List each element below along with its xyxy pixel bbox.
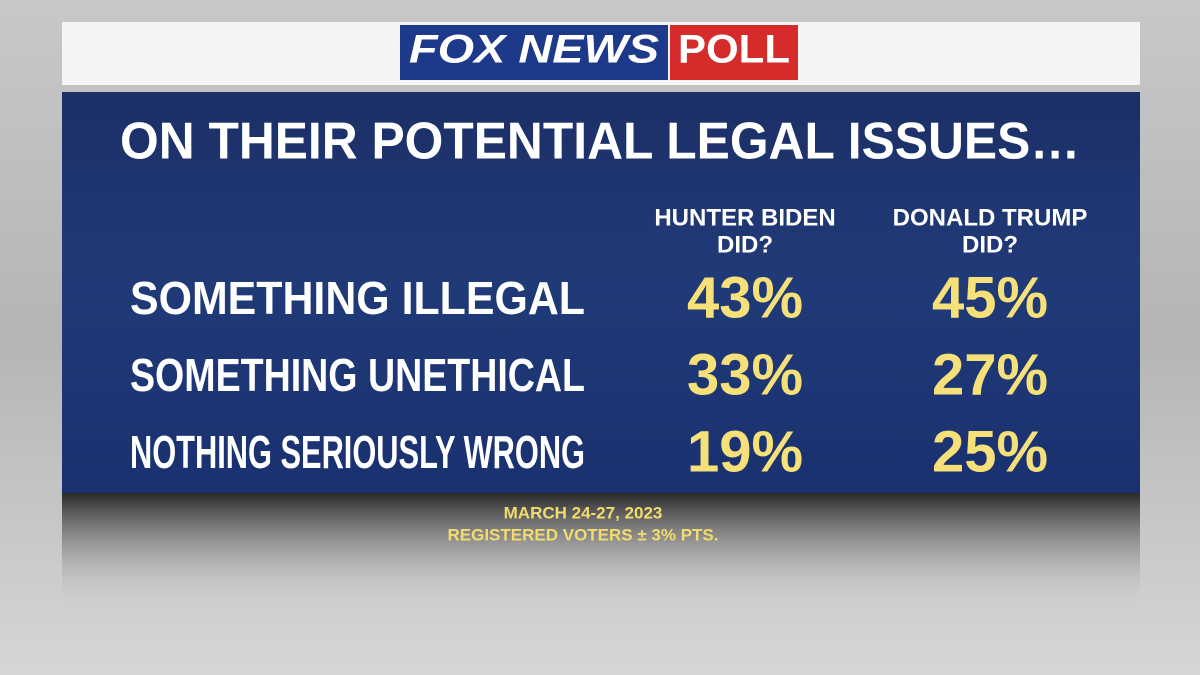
column-header: DONALD TRUMP [893,204,1088,231]
logo-brand-box [400,25,668,80]
logo-poll-box [670,25,798,80]
footer-date: MARCH 24-27, 2023 [504,503,663,522]
logo-poll: POLL [678,28,790,72]
percent-value: 33% [687,342,803,407]
footer-sample: REGISTERED VOTERS ± 3% PTS. [448,525,719,544]
row-label: NOTHING SERIOUSLY WRONG [130,426,585,478]
percent-value: 25% [932,419,1048,484]
title: ON THEIR POTENTIAL LEGAL ISSUES… [120,113,1080,171]
column-header: DID? [717,231,773,258]
row-label: SOMETHING ILLEGAL [130,272,585,324]
column-header: HUNTER BIDEN [654,204,835,231]
panel [62,92,1140,493]
percent-value: 45% [932,265,1048,330]
reflection [62,493,1140,603]
percent-value: 19% [687,419,803,484]
percent-value: 27% [932,342,1048,407]
percent-value: 43% [687,265,803,330]
column-header: DID? [962,231,1018,258]
row-label: SOMETHING UNETHICAL [130,349,585,401]
logo-brand: FOX NEWS [409,28,659,72]
